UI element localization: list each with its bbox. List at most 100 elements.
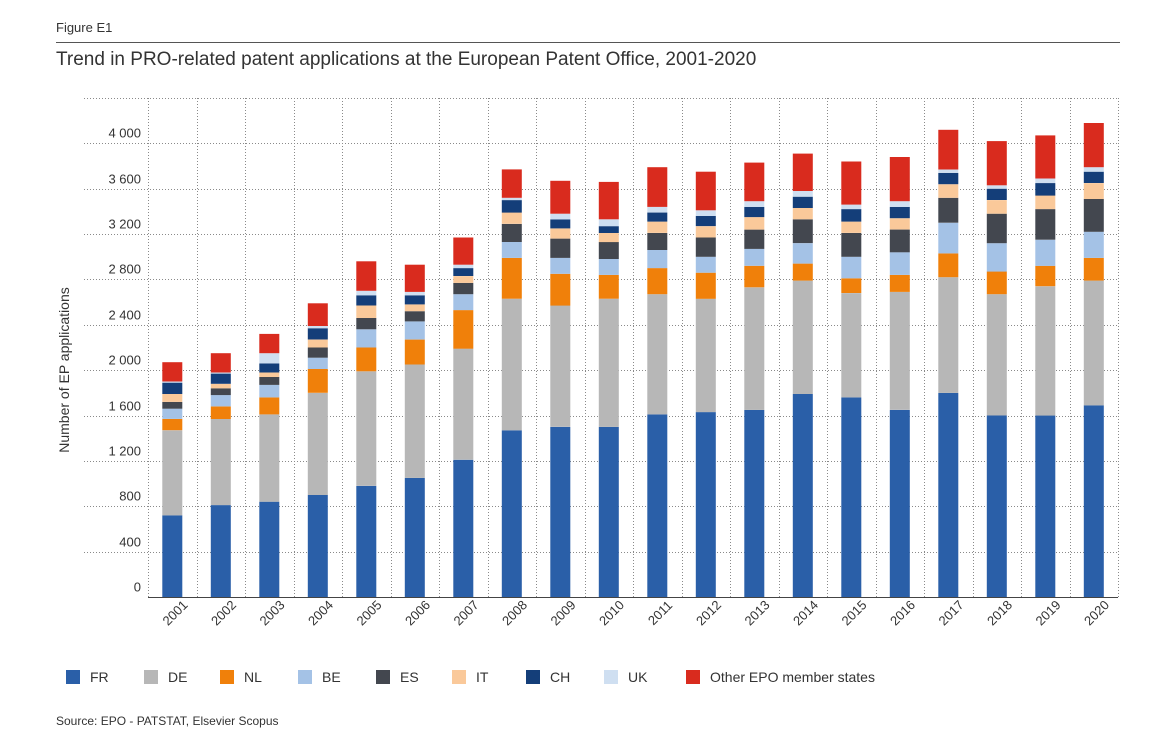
bar-segment <box>356 318 377 330</box>
x-tick-label: 2008 <box>499 597 530 628</box>
bar-segment <box>598 298 619 427</box>
bar-segment <box>986 141 1007 186</box>
bar-segment <box>841 161 862 205</box>
x-tick-label: 2018 <box>984 597 1015 628</box>
x-tick-label: 2014 <box>790 597 821 628</box>
bar-segment <box>695 215 716 227</box>
bar-segment <box>404 295 425 305</box>
bar-segment <box>695 237 716 257</box>
bar-segment <box>598 242 619 259</box>
bar-segment <box>453 264 474 269</box>
bar-segment <box>501 169 522 198</box>
bar-segment <box>695 171 716 211</box>
bar-segment <box>841 256 862 279</box>
bar-segment <box>841 278 862 293</box>
bar-segment <box>647 212 668 222</box>
bar-segment <box>841 221 862 233</box>
bar-segment <box>307 392 328 495</box>
bar-stack-2003 <box>259 333 280 597</box>
bar-stack-2020 <box>1083 123 1104 597</box>
bar-segment <box>404 477 425 597</box>
y-tick-label: 2 000 <box>108 353 141 368</box>
top-rule <box>56 42 1120 43</box>
bar-segment <box>889 291 910 410</box>
bar-segment <box>744 206 765 218</box>
x-tick-label: 2013 <box>742 597 773 628</box>
bar-segment <box>938 129 959 170</box>
bar-segment <box>792 219 813 244</box>
legend-label: UK <box>628 669 648 685</box>
source-note: Source: EPO - PATSTAT, Elsevier Scopus <box>56 714 279 728</box>
bar-segment <box>550 213 571 220</box>
bar-segment <box>162 394 183 402</box>
bar-segment <box>695 298 716 413</box>
x-tick-label: 2017 <box>936 597 967 628</box>
bar-stack-2002 <box>210 353 231 597</box>
bar-segment <box>792 153 813 191</box>
bar-segment <box>1083 171 1104 183</box>
bar-segment <box>259 501 280 597</box>
legend-item: DE <box>144 668 187 686</box>
bar-segment <box>356 290 377 296</box>
bar-segment <box>453 348 474 460</box>
figure-label: Figure E1 <box>56 20 113 35</box>
bar-segment <box>210 505 231 597</box>
bar-segment <box>550 305 571 427</box>
y-tick-label: 4 000 <box>108 126 141 141</box>
bar-segment <box>1035 415 1056 597</box>
bar-segment <box>550 180 571 214</box>
bar-segment <box>889 157 910 202</box>
bar-segment <box>210 395 231 407</box>
bar-segment <box>938 169 959 173</box>
bar-segment <box>210 418 231 506</box>
bar-segment <box>162 418 183 431</box>
bar-segment <box>1035 209 1056 240</box>
bars <box>162 123 1104 597</box>
bar-segment <box>259 397 280 415</box>
x-tick-label: 2009 <box>548 597 579 628</box>
y-tick-label: 2 800 <box>108 262 141 277</box>
bar-segment <box>986 200 1007 214</box>
bar-segment <box>1083 257 1104 281</box>
x-tick-label: 2004 <box>305 597 336 628</box>
bar-stack-2009 <box>550 180 571 597</box>
bar-segment <box>1083 405 1104 597</box>
bar-stack-2008 <box>501 169 522 597</box>
bar-segment <box>210 388 231 396</box>
legend-item: IT <box>452 668 488 686</box>
bar-segment <box>938 184 959 198</box>
bar-segment <box>598 426 619 597</box>
bar-segment <box>210 373 231 384</box>
x-tick-label: 2002 <box>208 597 239 628</box>
legend-swatch <box>220 670 234 684</box>
bar-segment <box>841 397 862 597</box>
bar-segment <box>986 243 1007 272</box>
bar-segment <box>938 222 959 254</box>
bar-segment <box>647 167 668 207</box>
bar-segment <box>792 191 813 197</box>
bar-segment <box>453 310 474 349</box>
legend-label: ES <box>400 669 419 685</box>
legend-item: CH <box>526 668 570 686</box>
y-axis-title: Number of EP applications <box>56 287 72 453</box>
bar-segment <box>695 226 716 238</box>
bar-stack-2011 <box>647 167 668 597</box>
bar-segment <box>501 430 522 597</box>
bar-segment <box>259 363 280 373</box>
bar-segment <box>938 172 959 185</box>
bar-segment <box>647 206 668 213</box>
bar-stack-2010 <box>598 181 619 597</box>
bar-stack-2014 <box>792 153 813 597</box>
bar-segment <box>938 392 959 597</box>
legend-label: CH <box>550 669 571 685</box>
bar-segment <box>598 233 619 243</box>
bar-segment <box>307 369 328 393</box>
bar-segment <box>404 321 425 340</box>
bar-segment <box>356 261 377 291</box>
chart-area: 0 400 800 1 200 1 600 2 000 2 400 2 800 3 200 3 6… <box>56 98 1119 628</box>
bar-segment <box>1035 195 1056 210</box>
bar-segment <box>889 229 910 253</box>
bar-segment <box>162 408 183 419</box>
bar-segment <box>647 414 668 597</box>
bar-segment <box>986 185 1007 189</box>
